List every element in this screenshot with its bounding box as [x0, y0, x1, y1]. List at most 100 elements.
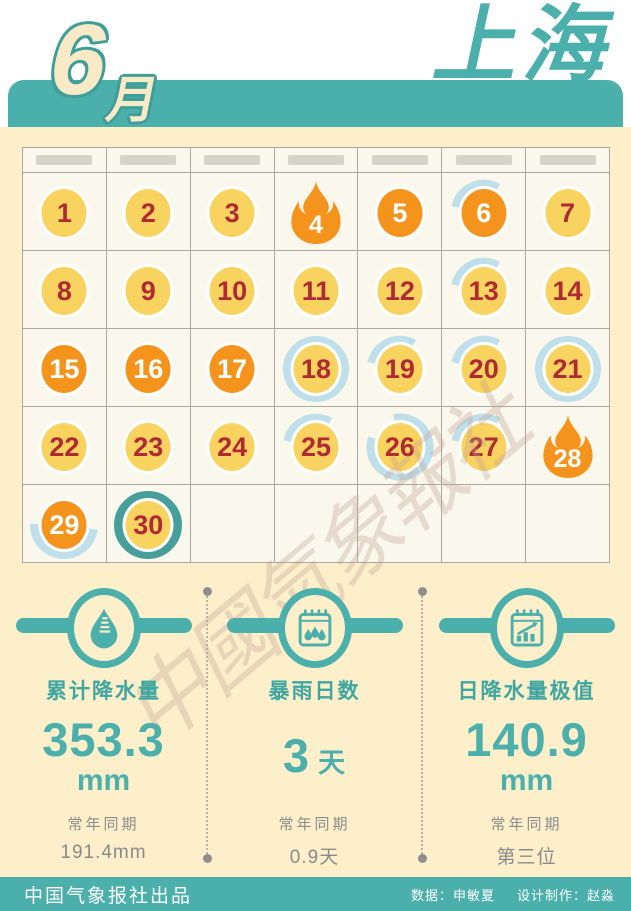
calendar-day-cell: 21: [526, 329, 609, 406]
calendar-day-cell: 10: [190, 251, 274, 328]
stat-label: 暴雨日数: [268, 680, 361, 703]
stat-value: 353.3: [42, 712, 165, 766]
weekday-header-cell: [23, 148, 106, 172]
calendar-day-cell: 18: [274, 329, 358, 406]
day-circle: 25: [290, 420, 342, 475]
day-circle: 14: [542, 264, 594, 319]
weekday-placeholder-bar: [120, 155, 177, 165]
stat-value: 140.9: [465, 712, 588, 766]
footer-bar: 中国气象报社出品 数据：申敏夏 设计制作：赵淼: [0, 877, 631, 911]
stat-icon-row: [0, 585, 207, 668]
calendar-day-cell: 19: [358, 329, 442, 406]
empty-day-cell: [526, 485, 609, 562]
calendar-day-cell: 2: [106, 173, 190, 250]
stats-separator: [202, 587, 212, 863]
calendar-rain-icon: [277, 588, 352, 668]
calendar-day-cell: 25: [274, 407, 358, 484]
stat-unit: 天: [318, 748, 347, 779]
day-circle: 21: [542, 342, 594, 397]
day-number: 4: [309, 210, 323, 239]
calendar-day-cell: 29: [23, 485, 106, 562]
empty-day-cell: [274, 485, 358, 562]
calendar-day-cell: 30: [106, 485, 190, 562]
empty-day-cell: [442, 485, 526, 562]
normal-period-value: 191.4mm: [60, 842, 147, 863]
day-circle: 9: [122, 264, 174, 319]
weekday-placeholder-bar: [204, 155, 261, 165]
normal-period-value: 0.9天: [289, 847, 340, 868]
calendar-day-cell: 6: [442, 173, 526, 250]
calendar-day-cell: 23: [106, 407, 190, 484]
normal-period-value: 第三位: [496, 847, 557, 868]
day-circle: 26: [374, 420, 426, 475]
calendar-day-cell: 11: [274, 251, 358, 328]
day-circle: 17: [206, 342, 258, 397]
day-circle: 10: [206, 264, 258, 319]
month-title: 6 月: [41, 4, 176, 128]
rain-arc: [450, 335, 517, 403]
publisher-text: 中国气象报社出品: [24, 885, 193, 907]
calendar-day-cell: 26: [358, 407, 442, 484]
rain-arc: [534, 336, 601, 403]
stat-label: 日降水量极值: [457, 680, 596, 703]
weekday-placeholder-bar: [371, 155, 428, 165]
day-circle: 22: [38, 420, 90, 475]
calendar-day-cell: 28: [526, 407, 609, 484]
rain-arc: [450, 179, 517, 247]
calendar-day-cell: 5: [358, 173, 442, 250]
day-circle: 13: [458, 264, 510, 319]
calendar-day-cell: 13: [442, 251, 526, 328]
calendar-day-cell: 9: [106, 251, 190, 328]
day-circle: 24: [206, 420, 258, 475]
credits: 数据：申敏夏 设计制作：赵淼: [411, 885, 615, 904]
city-title: 上海: [427, 0, 628, 92]
calendar-day-cell: 7: [526, 173, 609, 250]
day-circle: 29: [38, 498, 90, 553]
calendar-day-cell: 27: [442, 407, 526, 484]
calendar-day-cell: 22: [23, 407, 106, 484]
rain-arc: [450, 257, 517, 325]
weekday-header-cell: [358, 148, 442, 172]
calendar-day-cell: 17: [190, 329, 274, 406]
day-circle: 23: [122, 420, 174, 475]
stat-unit: mm: [499, 764, 554, 798]
weekday-header-cell: [106, 148, 190, 172]
header-teal-band: [8, 80, 623, 127]
weekday-header-cell: [274, 148, 358, 172]
calendar-day-cell: 1: [23, 173, 106, 250]
day-circle: 6: [458, 186, 510, 241]
day-circle: 7: [542, 186, 594, 241]
calendar-day-cell: 20: [442, 329, 526, 406]
stat-icon-row: [207, 585, 422, 668]
rain-arc: [366, 413, 434, 481]
calendar-day-cell: 15: [23, 329, 106, 406]
rain-arc: [450, 413, 517, 481]
design-credit: 设计制作：赵淼: [516, 887, 615, 903]
day-circle: 27: [458, 420, 510, 475]
weekday-placeholder-bar: [36, 155, 93, 165]
calendar-day-cell: 14: [526, 251, 609, 328]
calendar-grid: 1 2 3 4 5 6 7 8 9 10 11 12 13 14 15 16 17 18 19 20 21 22 23 24 2…: [22, 147, 610, 563]
day-circle: 16: [122, 342, 174, 397]
weekday-header-cell: [526, 148, 609, 172]
weekday-placeholder-bar: [455, 155, 512, 165]
day-circle: 15: [38, 342, 90, 397]
weekday-header-cell: [190, 148, 274, 172]
rain-gauge-icon: [66, 588, 141, 668]
day-circle: 12: [374, 264, 426, 319]
month-suffix: 月: [102, 72, 164, 128]
day-circle: 8: [38, 264, 90, 319]
day-circle: 1: [38, 186, 90, 241]
calendar-chart-icon: [489, 588, 564, 668]
normal-period-label: 常年同期: [490, 816, 563, 833]
calendar-day-cell: 16: [106, 329, 190, 406]
rain-arc: [282, 413, 350, 481]
stats-section: 累计降水量 353.3 mm 常年同期 191.4mm: [0, 585, 631, 875]
day-number: 28: [553, 444, 582, 473]
empty-day-cell: [358, 485, 442, 562]
weekday-placeholder-bar: [539, 155, 596, 165]
data-credit: 数据：申敏夏: [410, 887, 495, 903]
day-circle: 3: [206, 186, 258, 241]
day-circle: 18: [290, 342, 342, 397]
